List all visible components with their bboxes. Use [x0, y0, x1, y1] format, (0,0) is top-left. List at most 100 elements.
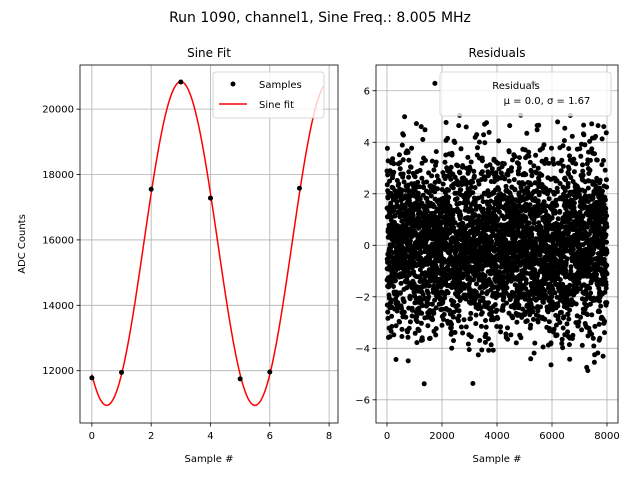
- residual-point: [433, 159, 439, 165]
- residual-point: [458, 324, 464, 330]
- residual-point: [450, 185, 456, 191]
- residual-point: [486, 347, 492, 353]
- residuals-ytick-label: −4: [355, 344, 370, 355]
- residual-point: [458, 213, 463, 219]
- residual-point: [468, 159, 474, 165]
- residual-point: [417, 209, 423, 214]
- residual-point: [399, 334, 405, 339]
- residual-point: [481, 132, 487, 138]
- residual-point: [537, 252, 543, 258]
- residual-point: [427, 335, 433, 341]
- residual-point: [576, 192, 582, 198]
- residual-point: [518, 335, 524, 341]
- residual-point: [413, 295, 419, 301]
- residual-point: [543, 156, 549, 162]
- residual-point: [429, 173, 435, 179]
- residual-point: [460, 220, 466, 226]
- residual-point: [495, 160, 501, 166]
- residual-point: [567, 307, 573, 313]
- residual-point: [424, 179, 430, 185]
- residual-point: [482, 140, 488, 146]
- residual-point: [472, 198, 478, 204]
- residual-point: [508, 221, 514, 227]
- residual-point: [473, 203, 479, 208]
- residual-point: [601, 256, 607, 262]
- residual-point: [528, 322, 534, 328]
- residual-point: [565, 181, 571, 186]
- residual-point: [589, 121, 595, 127]
- residual-point: [560, 143, 566, 149]
- residual-point: [452, 330, 458, 335]
- residual-point: [456, 294, 462, 300]
- residual-point: [454, 178, 460, 184]
- residual-point: [558, 309, 564, 315]
- residual-point: [471, 168, 477, 174]
- residual-point: [588, 290, 594, 296]
- residual-point: [602, 289, 608, 295]
- residual-point: [546, 160, 552, 166]
- residual-point: [456, 308, 462, 314]
- residual-point: [551, 326, 557, 332]
- sine-fit-grid: [80, 65, 338, 423]
- residual-point: [405, 149, 411, 155]
- residual-point: [480, 206, 486, 212]
- sine-fit-ytick-label: 16000: [42, 235, 74, 246]
- residual-point: [584, 161, 590, 167]
- residual-point: [594, 157, 600, 163]
- residual-point: [449, 345, 455, 351]
- residual-point: [600, 353, 606, 359]
- residual-point: [501, 275, 507, 281]
- residual-point: [549, 293, 555, 299]
- residual-point: [587, 157, 593, 163]
- residual-point: [388, 328, 394, 334]
- residual-point: [465, 341, 471, 347]
- residual-point: [541, 199, 547, 205]
- residual-point: [412, 174, 418, 180]
- residual-point: [559, 336, 565, 342]
- residual-point: [535, 165, 541, 171]
- residual-point: [524, 249, 530, 255]
- residual-point: [488, 342, 494, 348]
- residual-point: [590, 195, 596, 201]
- residual-point: [603, 206, 609, 211]
- residual-point: [391, 169, 397, 175]
- residual-point: [587, 301, 593, 307]
- residual-point: [516, 302, 522, 308]
- residuals-xtick-label: 2000: [429, 431, 454, 442]
- residual-point: [486, 300, 491, 306]
- residual-point: [523, 280, 529, 286]
- residual-point: [439, 322, 445, 328]
- residual-point: [501, 295, 507, 301]
- residual-point: [445, 135, 451, 141]
- residual-point: [543, 238, 549, 244]
- residual-point: [500, 307, 506, 313]
- residual-point: [541, 299, 546, 305]
- residual-point: [553, 256, 558, 262]
- residual-point: [451, 338, 456, 344]
- residual-point: [506, 149, 512, 155]
- residual-point: [406, 157, 412, 163]
- residual-point: [387, 178, 393, 184]
- residual-point: [509, 165, 514, 171]
- residual-point: [452, 220, 458, 226]
- residual-point: [472, 213, 478, 219]
- residual-point: [472, 185, 478, 191]
- residual-point: [543, 186, 549, 191]
- residual-point: [407, 319, 413, 325]
- residual-point: [584, 238, 590, 244]
- residual-point: [587, 285, 593, 291]
- residual-point: [417, 184, 423, 190]
- residual-point: [482, 273, 488, 279]
- residual-point: [538, 304, 543, 310]
- residual-point: [455, 303, 461, 308]
- residual-point: [550, 286, 556, 292]
- residual-point: [602, 197, 608, 203]
- residual-point: [479, 158, 485, 164]
- residual-point: [431, 283, 437, 289]
- residual-point: [429, 158, 435, 164]
- legend-samples-label: Samples: [259, 80, 302, 91]
- residual-point: [592, 179, 598, 185]
- residual-point: [496, 209, 502, 215]
- residual-point: [560, 325, 566, 331]
- residual-point: [602, 167, 608, 173]
